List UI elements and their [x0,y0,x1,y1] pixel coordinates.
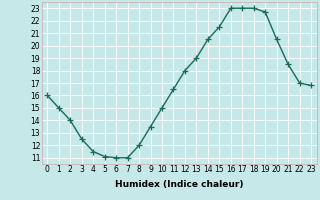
X-axis label: Humidex (Indice chaleur): Humidex (Indice chaleur) [115,180,244,189]
